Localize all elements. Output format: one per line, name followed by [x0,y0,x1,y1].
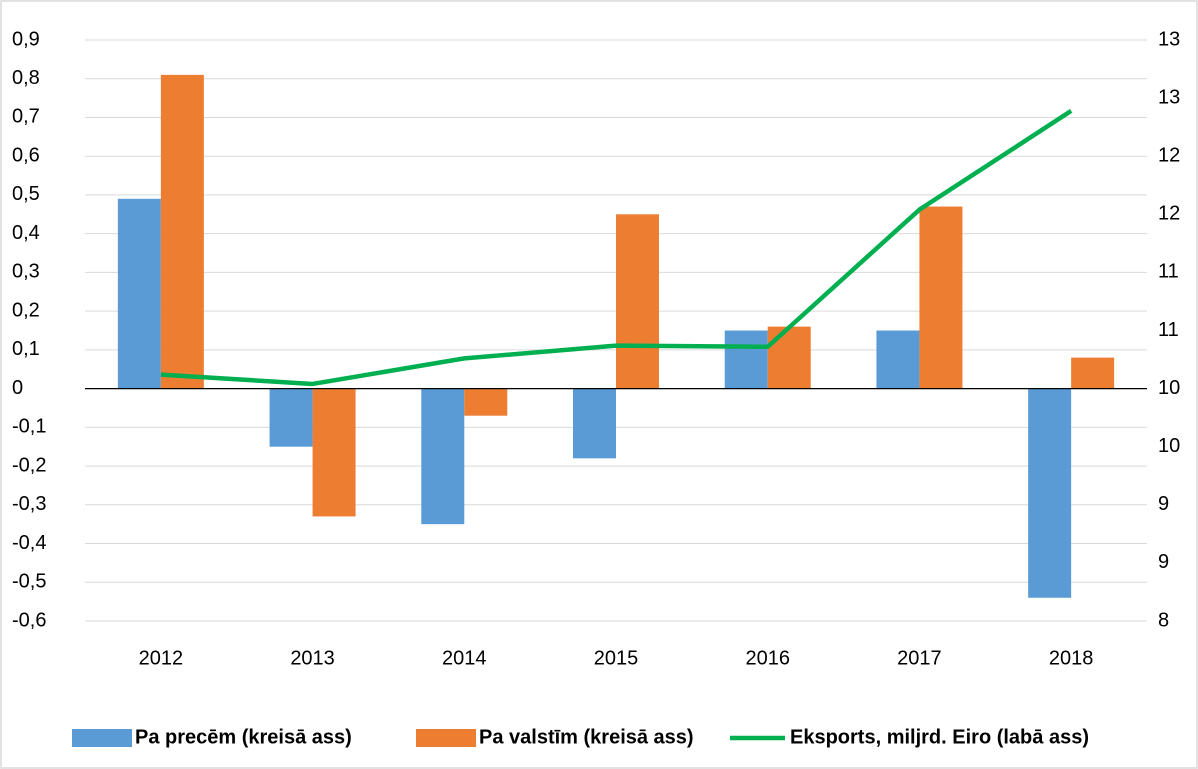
bar [767,326,811,389]
y2-tick-label: 8 [1158,609,1169,631]
x-tick-label: 2016 [745,647,790,669]
y-tick-label: -0,2 [12,454,46,476]
bar [1028,388,1072,598]
y-tick-label: 0,6 [12,144,40,166]
x-tick-label: 2012 [139,647,184,669]
y-tick-label: -0,4 [12,532,46,554]
bar [919,206,963,389]
y-tick-label: 0,4 [12,222,40,244]
y2-tick-label: 10 [1158,377,1180,399]
legend-swatch [416,729,476,747]
bar [464,388,508,416]
y-tick-label: 0,5 [12,183,40,205]
legend-label: Pa valstīm (kreisā ass) [479,726,694,748]
bar [160,74,204,389]
x-tick-label: 2015 [594,647,639,669]
y-tick-label: 0,2 [12,299,40,321]
x-tick-label: 2017 [897,647,942,669]
y-tick-label: -0,5 [12,571,46,593]
bar [312,388,356,517]
bar [1071,357,1115,389]
y-tick-label: -0,1 [12,416,46,438]
y2-tick-label: 11 [1158,319,1179,341]
bar [269,388,313,447]
bar [117,198,161,389]
y2-tick-label: 13 [1158,28,1180,50]
bar [724,330,768,389]
y2-tick-label: 12 [1158,203,1180,225]
bar [573,388,616,459]
y-tick-label: 0 [12,377,23,399]
legend-label: Eksports, miljrd. Eiro (labā ass) [790,726,1089,748]
y2-tick-label: 9 [1158,493,1169,515]
y-tick-label: 0,1 [12,338,40,360]
bar [421,388,465,525]
legend-swatch [72,729,132,747]
legend-label: Pa precēm (kreisā ass) [135,726,352,748]
y2-tick-label: 13 [1158,86,1180,108]
y-tick-label: 0,7 [12,106,40,128]
bar [616,214,659,389]
y-tick-label: 0,8 [12,67,40,89]
y-tick-label: 0,3 [12,261,40,283]
y2-tick-label: 9 [1158,551,1169,573]
y2-tick-label: 10 [1158,435,1180,457]
y-tick-label: -0,6 [12,609,46,631]
bar [876,330,920,389]
y-tick-label: -0,3 [12,493,46,515]
y-tick-label: 0,9 [12,28,40,50]
x-tick-label: 2018 [1049,647,1094,669]
x-tick-label: 2014 [442,647,487,669]
y2-tick-label: 11 [1158,261,1179,283]
line-series [160,108,1073,387]
y2-tick-label: 12 [1158,144,1180,166]
x-tick-label: 2013 [290,647,335,669]
